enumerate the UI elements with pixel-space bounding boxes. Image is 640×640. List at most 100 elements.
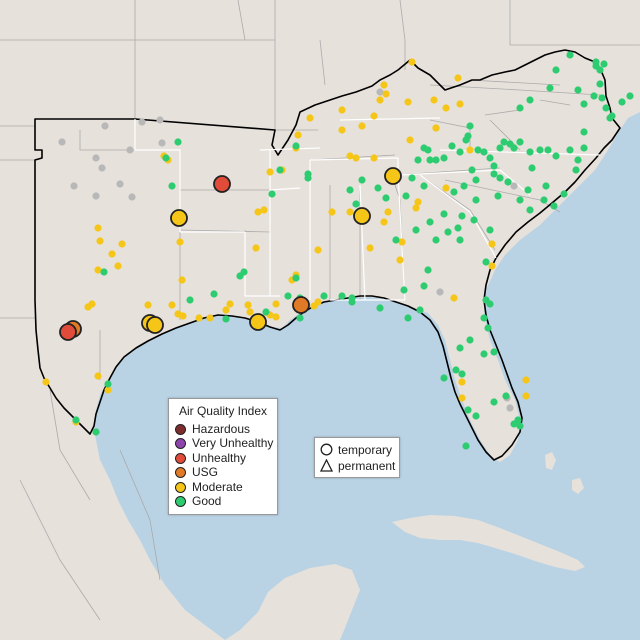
monitor-dot[interactable] <box>406 136 414 144</box>
monitor-dot[interactable] <box>414 156 422 164</box>
monitor-dot[interactable] <box>272 300 280 308</box>
monitor-dot[interactable] <box>440 374 448 382</box>
monitor-dot[interactable] <box>592 58 600 66</box>
monitor-dot[interactable] <box>454 224 462 232</box>
monitor-dot[interactable] <box>466 146 474 154</box>
monitor-dot[interactable] <box>392 236 400 244</box>
monitor-marker[interactable] <box>213 175 231 193</box>
monitor-dot[interactable] <box>206 314 214 322</box>
monitor-dot[interactable] <box>42 378 50 386</box>
monitor-dot[interactable] <box>472 176 480 184</box>
monitor-dot[interactable] <box>101 122 109 130</box>
monitor-dot[interactable] <box>94 372 102 380</box>
monitor-dot[interactable] <box>266 168 274 176</box>
monitor-dot[interactable] <box>440 210 448 218</box>
monitor-dot[interactable] <box>96 237 104 245</box>
monitor-dot[interactable] <box>376 96 384 104</box>
monitor-dot[interactable] <box>246 308 254 316</box>
monitor-dot[interactable] <box>552 152 560 160</box>
monitor-dot[interactable] <box>262 308 270 316</box>
monitor-dot[interactable] <box>72 416 80 424</box>
monitor-dot[interactable] <box>382 90 390 98</box>
monitor-dot[interactable] <box>126 146 134 154</box>
monitor-dot[interactable] <box>490 170 498 178</box>
monitor-dot[interactable] <box>544 146 552 154</box>
monitor-dot[interactable] <box>252 244 260 252</box>
monitor-dot[interactable] <box>496 144 504 152</box>
monitor-dot[interactable] <box>440 154 448 162</box>
monitor-dot[interactable] <box>442 184 450 192</box>
monitor-marker[interactable] <box>170 209 188 227</box>
monitor-dot[interactable] <box>420 182 428 190</box>
monitor-dot[interactable] <box>284 292 292 300</box>
monitor-dot[interactable] <box>92 192 100 200</box>
monitor-dot[interactable] <box>100 268 108 276</box>
monitor-dot[interactable] <box>260 206 268 214</box>
monitor-dot[interactable] <box>272 313 280 321</box>
monitor-dot[interactable] <box>104 386 112 394</box>
monitor-dot[interactable] <box>486 226 494 234</box>
monitor-dot[interactable] <box>254 208 262 216</box>
monitor-dot[interactable] <box>524 186 532 194</box>
monitor-dot[interactable] <box>174 138 182 146</box>
monitor-dot[interactable] <box>352 154 360 162</box>
monitor-dot[interactable] <box>526 206 534 214</box>
monitor-dot[interactable] <box>566 146 574 154</box>
monitor-dot[interactable] <box>456 344 464 352</box>
monitor-dot[interactable] <box>268 190 276 198</box>
monitor-dot[interactable] <box>596 80 604 88</box>
monitor-dot[interactable] <box>114 262 122 270</box>
monitor-dot[interactable] <box>314 246 322 254</box>
monitor-dot[interactable] <box>416 306 424 314</box>
monitor-dot[interactable] <box>526 148 534 156</box>
monitor-dot[interactable] <box>506 404 514 412</box>
monitor-dot[interactable] <box>118 240 126 248</box>
monitor-dot[interactable] <box>84 303 92 311</box>
monitor-dot[interactable] <box>328 208 336 216</box>
monitor-dot[interactable] <box>240 268 248 276</box>
monitor-dot[interactable] <box>484 324 492 332</box>
monitor-dot[interactable] <box>404 98 412 106</box>
monitor-dot[interactable] <box>408 174 416 182</box>
monitor-dot[interactable] <box>464 132 472 140</box>
monitor-dot[interactable] <box>179 312 187 320</box>
monitor-dot[interactable] <box>128 193 136 201</box>
monitor-dot[interactable] <box>456 100 464 108</box>
monitor-dot[interactable] <box>370 154 378 162</box>
monitor-dot[interactable] <box>510 144 518 152</box>
monitor-dot[interactable] <box>376 88 384 96</box>
monitor-dot[interactable] <box>590 92 598 100</box>
monitor-dot[interactable] <box>366 244 374 252</box>
monitor-dot[interactable] <box>560 190 568 198</box>
monitor-dot[interactable] <box>550 202 558 210</box>
monitor-dot[interactable] <box>414 198 422 206</box>
monitor-dot[interactable] <box>486 154 494 162</box>
monitor-dot[interactable] <box>244 301 252 309</box>
monitor-dot[interactable] <box>400 286 408 294</box>
monitor-dot[interactable] <box>352 200 360 208</box>
monitor-dot[interactable] <box>292 142 300 150</box>
monitor-dot[interactable] <box>320 292 328 300</box>
monitor-dot[interactable] <box>490 162 498 170</box>
monitor-dot[interactable] <box>458 378 466 386</box>
monitor-dot[interactable] <box>412 204 420 212</box>
monitor-dot[interactable] <box>626 92 634 100</box>
monitor-dot[interactable] <box>474 146 482 154</box>
monitor-dot[interactable] <box>574 156 582 164</box>
monitor-dot[interactable] <box>462 442 470 450</box>
monitor-dot[interactable] <box>488 262 496 270</box>
monitor-dot[interactable] <box>98 164 106 172</box>
monitor-dot[interactable] <box>580 128 588 136</box>
monitor-dot[interactable] <box>552 66 560 74</box>
monitor-dot[interactable] <box>420 144 428 152</box>
monitor-dot[interactable] <box>572 166 580 174</box>
monitor-dot[interactable] <box>450 188 458 196</box>
monitor-dot[interactable] <box>426 218 434 226</box>
monitor-dot[interactable] <box>516 138 524 146</box>
monitor-dot[interactable] <box>458 212 466 220</box>
monitor-dot[interactable] <box>92 428 100 436</box>
monitor-dot[interactable] <box>528 164 536 172</box>
monitor-dot[interactable] <box>94 224 102 232</box>
monitor-dot[interactable] <box>168 301 176 309</box>
